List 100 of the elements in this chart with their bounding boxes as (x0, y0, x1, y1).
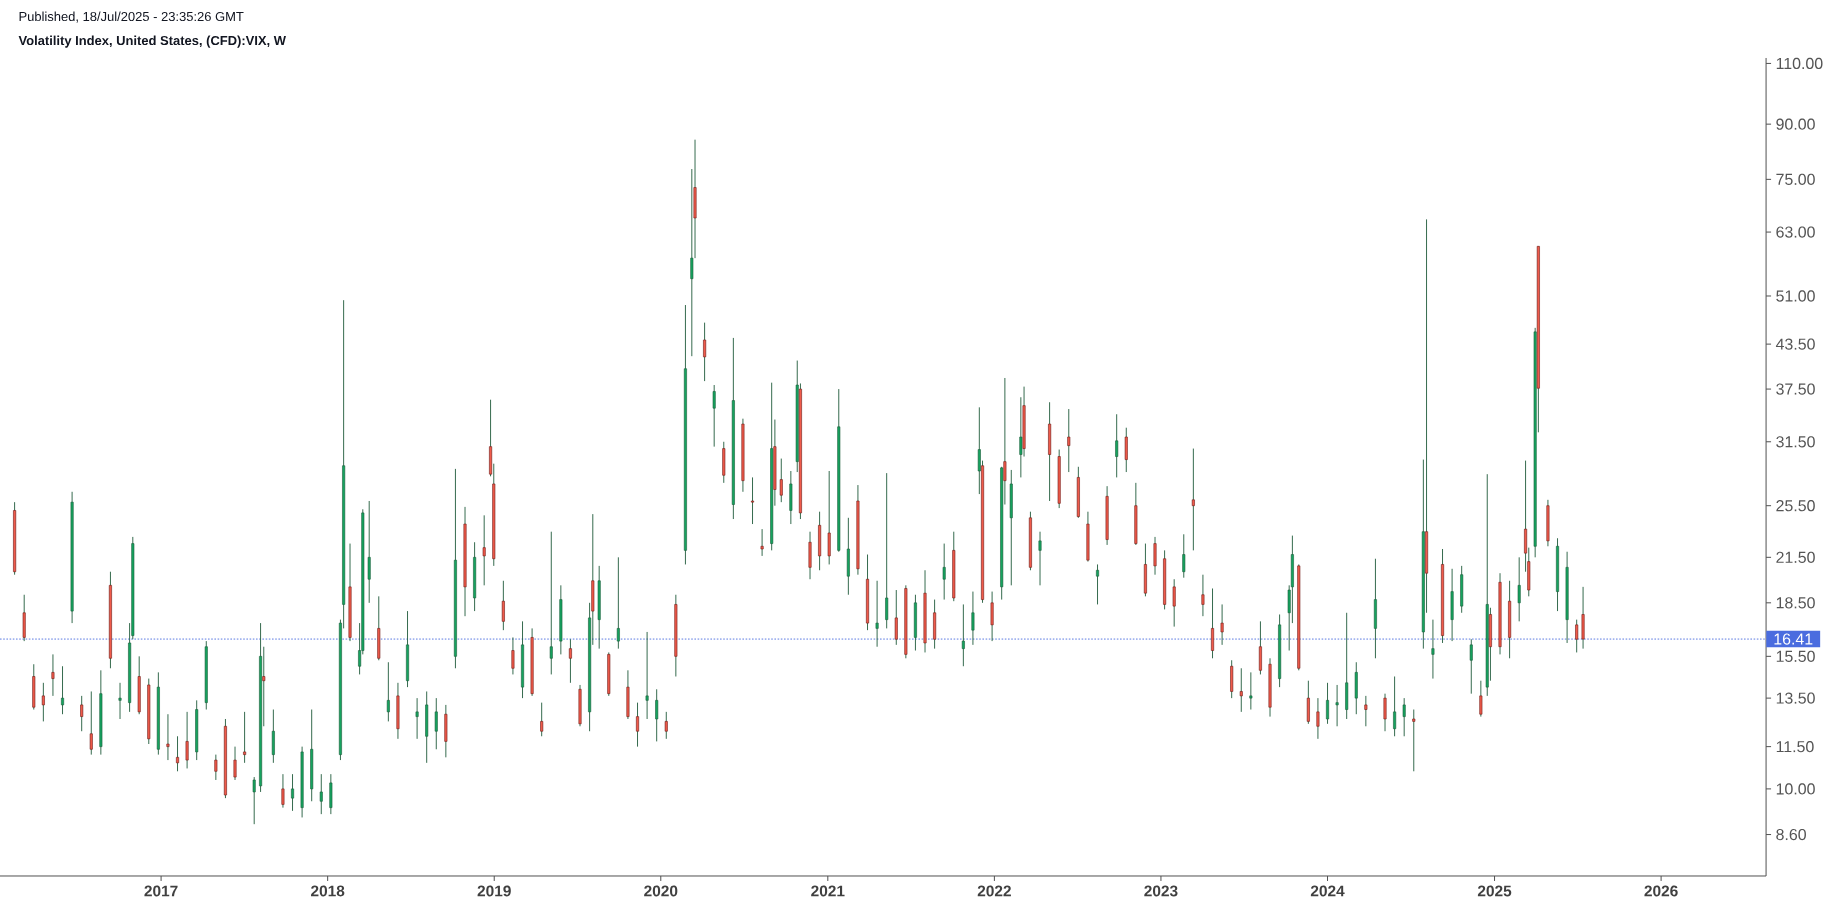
candlestick (185, 711, 189, 769)
candlestick (1201, 574, 1205, 617)
x-tick-label: 2020 (644, 885, 678, 897)
candlestick (1249, 671, 1253, 710)
candlestick (41, 682, 45, 722)
candlestick (89, 691, 93, 756)
candlestick (645, 631, 649, 720)
candlestick (233, 746, 237, 781)
y-tick-label: 13.50 (1776, 692, 1815, 704)
candlestick (1402, 697, 1406, 737)
x-tick-label: 2022 (977, 885, 1011, 897)
candlestick (291, 773, 295, 812)
candlestick (1096, 563, 1099, 605)
candlestick (1316, 697, 1320, 740)
ref-line-label: 16.41 (1774, 633, 1813, 645)
candlestick (942, 543, 946, 601)
x-tick-label: 2017 (144, 885, 178, 897)
y-tick-label: 25.50 (1776, 500, 1815, 512)
y-tick-label: 110.00 (1776, 57, 1823, 70)
candlestick (1479, 680, 1483, 718)
candlestick (1124, 427, 1128, 473)
candlestick (281, 773, 285, 809)
candlestick (1258, 620, 1262, 675)
candlestick (1326, 682, 1329, 725)
candlestick (1383, 693, 1387, 732)
candlestick (118, 682, 122, 720)
candlestick (51, 653, 55, 697)
candlestick (712, 384, 716, 448)
chart-title: Volatility Index, United States, (CFD):VIX, W (18, 35, 286, 48)
y-tick-label: 11.50 (1776, 740, 1814, 753)
candlestick (655, 688, 659, 742)
candlestick (367, 500, 371, 604)
candlestick (1172, 578, 1176, 628)
x-tick-label: 2019 (477, 885, 511, 897)
candlestick (616, 556, 620, 650)
candlestick (1335, 684, 1339, 727)
candlestick (386, 661, 390, 722)
candlestick (1517, 556, 1521, 622)
candlestick (751, 476, 754, 525)
x-tick-label: 2023 (1144, 885, 1178, 897)
candlestick (415, 697, 419, 740)
candlestick (61, 665, 65, 715)
candlestick (703, 322, 707, 382)
candlestick (1220, 603, 1224, 646)
candlestick (540, 702, 544, 737)
x-tick-label: 2018 (311, 885, 345, 897)
candlestick (779, 458, 783, 503)
y-tick-label: 43.50 (1775, 338, 1815, 350)
candlestick (434, 697, 438, 750)
y-tick-label: 15.50 (1776, 650, 1815, 662)
candlestick (760, 528, 764, 557)
candlestick (214, 754, 218, 781)
candlestick (482, 514, 486, 586)
x-tick-label: 2021 (811, 885, 845, 897)
y-tick-label: 90.00 (1776, 118, 1815, 130)
candlestick (1412, 709, 1416, 772)
y-tick-label: 75.00 (1776, 173, 1815, 185)
text: Published, 18/Jul/2025 - 23:35:26 GMT (19, 11, 244, 23)
candlestick (1211, 588, 1214, 659)
candlestick (252, 776, 256, 825)
candlestick (319, 773, 323, 815)
candlestick (827, 470, 831, 565)
candlestick (176, 735, 180, 772)
candlestick (1364, 695, 1368, 727)
y-tick-label: 18.50 (1776, 597, 1815, 609)
candlestick (990, 591, 994, 642)
candlestick (1469, 638, 1473, 695)
candlestick (1431, 619, 1435, 680)
candlestick (1191, 448, 1195, 551)
candlestick (501, 580, 505, 631)
candlestick (166, 713, 170, 761)
x-tick-label: 2024 (1310, 885, 1345, 897)
candlestick (971, 591, 975, 646)
candlestick (875, 580, 879, 648)
candlestick (568, 638, 572, 684)
candlestick (1239, 667, 1243, 713)
x-tick-label: 2025 (1477, 885, 1512, 897)
candlestick (1182, 533, 1186, 579)
candlestick (1067, 408, 1071, 473)
candlestick (549, 531, 553, 675)
candlestick (961, 603, 965, 667)
candlestick (511, 636, 515, 675)
candlestick (1115, 413, 1119, 478)
y-tick-label: 8.60 (1776, 828, 1806, 841)
candlestick (664, 711, 668, 740)
candlestick (885, 472, 889, 629)
x-tick-label: 2026 (1644, 885, 1678, 897)
candlestick (894, 589, 898, 646)
candlestick (1575, 619, 1579, 653)
y-tick-label: 37.50 (1776, 383, 1815, 395)
candlestick (243, 711, 247, 764)
candlestick (1306, 680, 1310, 725)
y-tick-label: 31.50 (1776, 436, 1815, 448)
candlestick (1393, 676, 1397, 737)
candlestick (1038, 531, 1042, 586)
candlestick (80, 695, 84, 732)
candlestick (271, 709, 275, 764)
y-tick-label: 51.00 (1776, 290, 1815, 302)
candlestick (636, 702, 639, 748)
y-tick-label: 10.00 (1776, 783, 1815, 795)
